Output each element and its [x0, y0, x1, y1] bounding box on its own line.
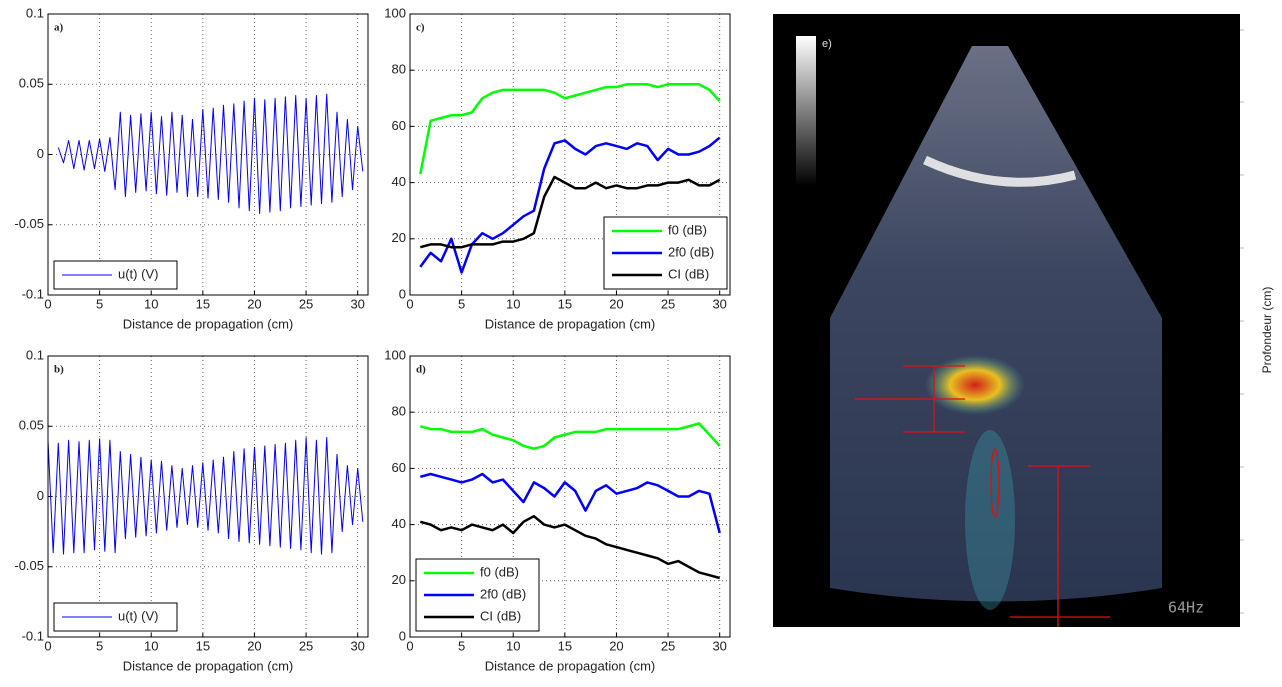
- y-tick-label: -0.1: [22, 628, 44, 643]
- legend: u(t) (V): [53, 602, 178, 632]
- data-line: [419, 514, 721, 580]
- x-axis-title: Distance de propagation (cm): [485, 658, 656, 673]
- echo-plume: [965, 430, 1015, 610]
- markers: [855, 365, 1110, 627]
- x-tick-label: 0: [406, 296, 413, 311]
- x-tick-label: 30: [712, 296, 726, 311]
- x-tick-label: 0: [44, 296, 51, 311]
- x-axis-title: Distance de propagation (cm): [485, 316, 656, 331]
- axes-frame: [47, 355, 369, 638]
- x-tick-label: 15: [558, 296, 572, 311]
- panel-label: e): [822, 38, 832, 50]
- y-tick-label: 0.1: [26, 347, 44, 362]
- legend-label: CI (dB): [668, 266, 709, 281]
- y-tick-label: 20: [392, 572, 406, 587]
- ultrasound-image: e) 64Hz Profondeur (cm): [773, 14, 1274, 627]
- panel-label: d): [416, 364, 426, 376]
- x-tick-label: 10: [144, 296, 158, 311]
- x-tick-label: 10: [506, 638, 520, 653]
- x-tick-label: 20: [609, 296, 623, 311]
- data-line: [419, 472, 721, 534]
- data-line: [419, 422, 721, 450]
- x-axis-title: Distance de propagation (cm): [123, 316, 294, 331]
- axes-frame: [47, 13, 369, 296]
- y-tick-label: -0.05: [14, 558, 44, 573]
- y-tick-label: 80: [392, 404, 406, 419]
- x-tick-label: 30: [712, 638, 726, 653]
- y-tick-label: 20: [392, 230, 406, 245]
- y-tick-label: 60: [392, 460, 406, 475]
- legend-label: 2f0 (dB): [668, 244, 714, 259]
- y-tick-label: 0: [399, 628, 406, 643]
- x-tick-label: 25: [299, 638, 313, 653]
- x-tick-label: 15: [196, 296, 210, 311]
- chart: 0 5 10 15 20 25 30 -0.1 -0.05 0 0.05 0.1 b) Distance …: [14, 347, 369, 673]
- x-tick-label: 20: [609, 638, 623, 653]
- y-tick-label: 100: [384, 347, 406, 362]
- axes-frame: [409, 13, 731, 296]
- y-tick-label: 40: [392, 516, 406, 531]
- y-tick-label: -0.1: [22, 286, 44, 301]
- x-axis-title: Distance de propagation (cm): [123, 658, 294, 673]
- data-line: [419, 136, 721, 274]
- x-tick-label: 5: [458, 296, 465, 311]
- x-tick-label: 25: [661, 638, 675, 653]
- y-tick-label: 60: [392, 118, 406, 133]
- x-tick-label: 0: [44, 638, 51, 653]
- panel-label: b): [54, 364, 64, 376]
- echo-spot: [925, 355, 1025, 415]
- scan-sector: [830, 46, 1162, 602]
- panel-label: a): [54, 22, 64, 34]
- x-tick-label: 25: [299, 296, 313, 311]
- legend-label: f0 (dB): [668, 222, 707, 237]
- panel-label: c): [416, 22, 425, 34]
- depth-ticks: [1240, 29, 1244, 614]
- legend: u(t) (V): [53, 260, 178, 290]
- legend-label: u(t) (V): [118, 608, 158, 623]
- chart: 0 5 10 15 20 25 30 0 20 40 60 80 100 c) Distance de pr…: [384, 5, 731, 331]
- legend-label: CI (dB): [480, 608, 521, 623]
- y-tick-label: 0: [37, 488, 44, 503]
- x-tick-label: 5: [96, 296, 103, 311]
- x-tick-label: 0: [406, 638, 413, 653]
- axes-frame: [409, 355, 731, 638]
- y-axis-title: Profondeur (cm): [1260, 287, 1274, 374]
- y-tick-label: 0.05: [19, 76, 44, 91]
- data-line: [419, 83, 721, 175]
- frame-rate: 64Hz: [1168, 599, 1204, 617]
- x-tick-label: 30: [350, 638, 364, 653]
- colorbar: [796, 36, 816, 186]
- legend-label: 2f0 (dB): [480, 586, 526, 601]
- legend: f0 (dB) 2f0 (dB) CI (dB): [603, 216, 728, 290]
- x-tick-label: 10: [144, 638, 158, 653]
- chart: 0 5 10 15 20 25 30 0 20 40 60 80 100 d) Distance de pr…: [384, 347, 731, 673]
- y-tick-label: 0: [399, 286, 406, 301]
- x-tick-label: 25: [661, 296, 675, 311]
- y-tick-label: -0.05: [14, 216, 44, 231]
- y-tick-label: 40: [392, 174, 406, 189]
- legend-label: f0 (dB): [480, 564, 519, 579]
- echo-band: [923, 155, 1077, 187]
- data-line: [47, 437, 364, 555]
- x-tick-label: 10: [506, 296, 520, 311]
- chart: 0 5 10 15 20 25 30 -0.1 -0.05 0 0.05 0.1 a) Distance …: [14, 5, 369, 331]
- x-tick-label: 5: [96, 638, 103, 653]
- x-tick-label: 15: [196, 638, 210, 653]
- y-tick-label: 100: [384, 5, 406, 20]
- x-tick-label: 5: [458, 638, 465, 653]
- y-tick-label: 0.05: [19, 418, 44, 433]
- y-tick-label: 80: [392, 62, 406, 77]
- x-tick-label: 20: [247, 296, 261, 311]
- legend-label: u(t) (V): [118, 266, 158, 281]
- y-tick-label: 0.1: [26, 5, 44, 20]
- x-tick-label: 30: [350, 296, 364, 311]
- data-line: [419, 175, 721, 249]
- y-tick-label: 0: [37, 146, 44, 161]
- legend: f0 (dB) 2f0 (dB) CI (dB): [415, 558, 540, 632]
- data-line: [57, 93, 364, 214]
- x-tick-label: 20: [247, 638, 261, 653]
- x-tick-label: 15: [558, 638, 572, 653]
